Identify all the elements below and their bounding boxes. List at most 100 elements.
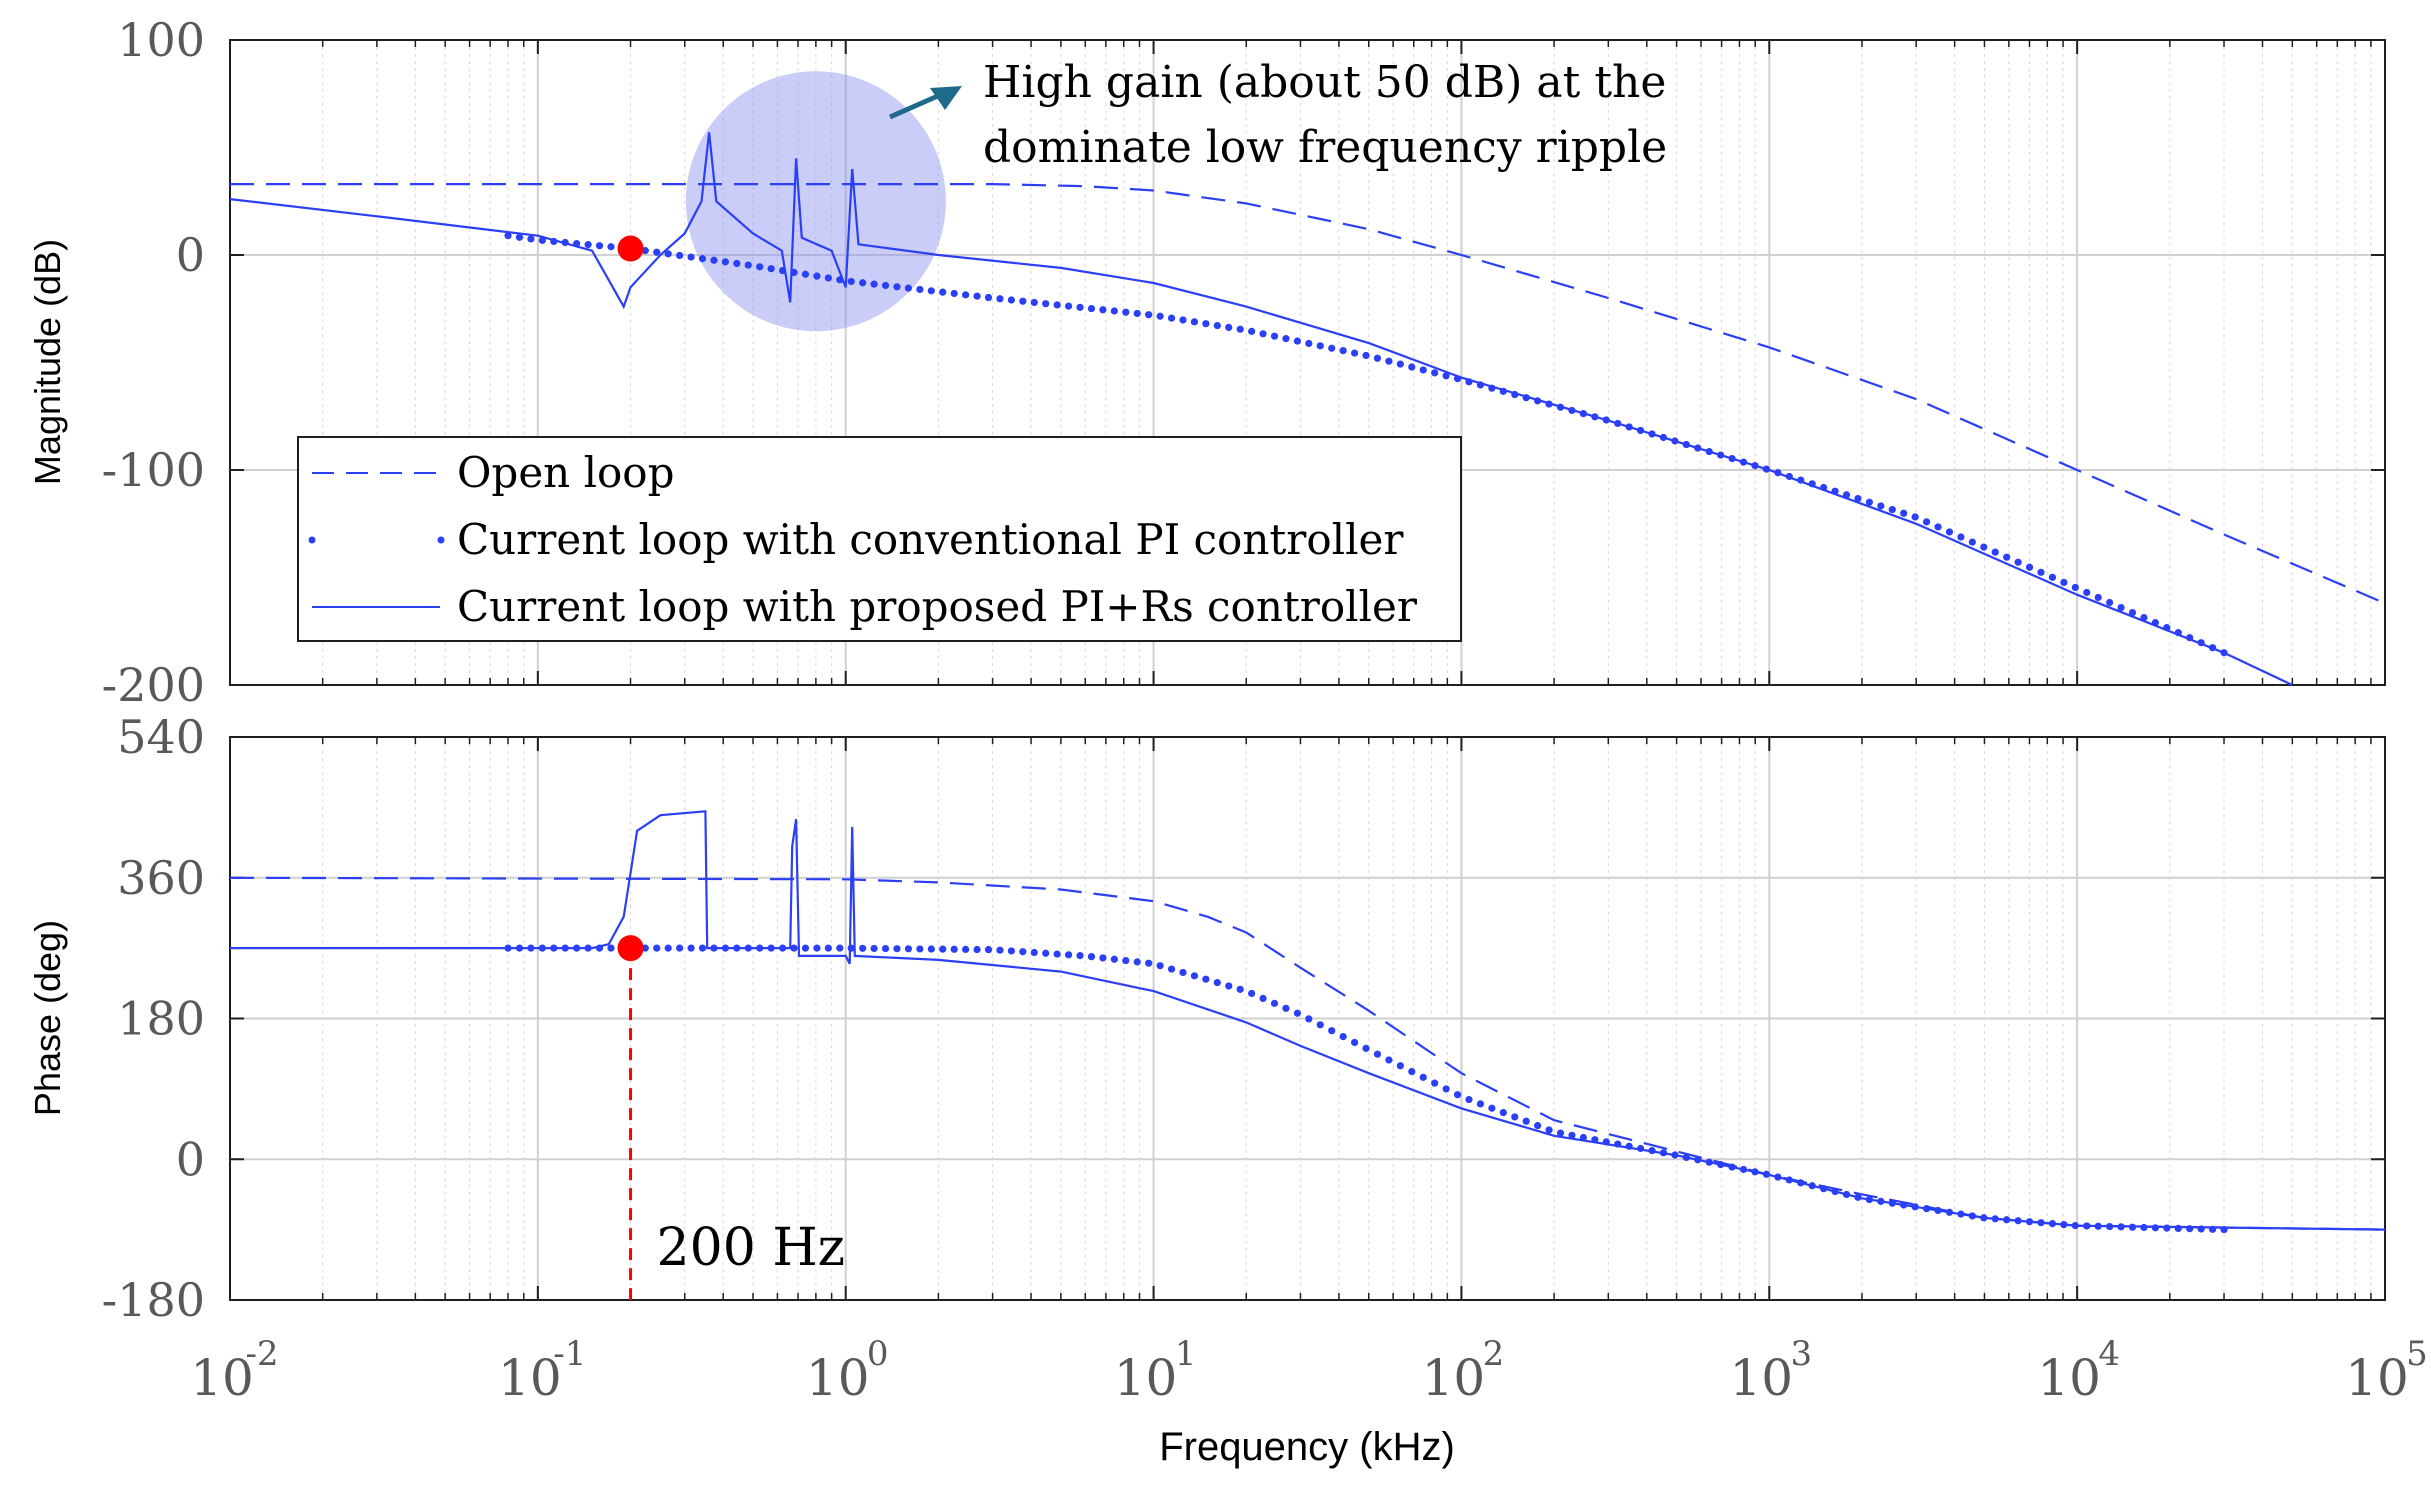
phase-x-minor-ticks [321, 737, 2372, 1300]
x-tick-labels: 10-2 10-1 100 101 102 103 104 105 [190, 1334, 2428, 1407]
mag-series-1-dot [1007, 296, 1015, 304]
ph-series-1-dot [1099, 954, 1107, 962]
mag-series-1-dot [2083, 588, 2091, 597]
mag-series-1-dot [801, 270, 810, 278]
ph-series-1-dot [1511, 1113, 1519, 1121]
mag-series-1-dot [1213, 321, 1221, 330]
phase-series [229, 810, 2386, 1234]
ph-series-1-dot [1202, 975, 1210, 983]
ph-series-1-dot [1476, 1100, 1485, 1108]
ph-series-1-dot [641, 944, 649, 952]
x-tick-label: 10 [2037, 1349, 2101, 1407]
ph-series-1-dot [1568, 1131, 1576, 1139]
ph-series-1-dot [676, 944, 684, 952]
mag-series-1-dot [950, 289, 958, 298]
ph-series-1-dot [1190, 972, 1199, 980]
ph-series-1-dot [1545, 1126, 1553, 1134]
x-tick-label: 10 [2345, 1349, 2409, 1407]
mag-series-1-dot [710, 256, 718, 264]
mag-series-1-dot [733, 259, 741, 268]
mag-series-0-line [230, 183, 2386, 605]
x-tick-exponent: -1 [553, 1334, 586, 1374]
mag-series-1-dot [1968, 538, 1976, 546]
mag-series-1-dot [687, 253, 695, 261]
mag-series-1-dot [996, 295, 1004, 303]
x-tick-exponent: 2 [1483, 1334, 1505, 1374]
ph-series-1-dot [824, 944, 832, 952]
mag-series-1-dot [2128, 608, 2137, 617]
mag-series-1-dot [1099, 306, 1107, 314]
mag-series-1-dot [847, 277, 855, 286]
ph-series-1-dot [893, 945, 901, 953]
ph-series-1-dot [1030, 948, 1038, 957]
ph-series-1-dot [1556, 1129, 1565, 1137]
mag-series-1-dot [973, 292, 981, 300]
magnitude-axis-label: Magnitude (dB) [27, 239, 68, 485]
x-tick-exponent: 4 [2098, 1334, 2120, 1374]
ph-y-tick-label: -180 [102, 1273, 205, 1327]
x-tick-label: 10 [1729, 1349, 1793, 1407]
mag-y-tick-label: 0 [176, 228, 205, 282]
x-tick-exponent: 3 [1790, 1334, 1812, 1374]
ph-series-1-dot [1396, 1062, 1404, 1070]
mag-series-1-dot [881, 281, 890, 290]
mag-series-1-dot [756, 263, 764, 271]
ph-series-1-dot [813, 944, 821, 952]
ph-series-1-dot [1156, 962, 1164, 970]
mag-series-1-dot [904, 284, 913, 292]
frequency-marker-label: 200 Hz [657, 1218, 846, 1278]
mag-series-1-dot [1350, 349, 1359, 357]
mag-series-2-line [229, 132, 2293, 686]
ph-series-1-dot [1110, 955, 1118, 963]
mag-series-1-dot [767, 265, 775, 273]
mag-series-1-dot [607, 243, 615, 251]
mag-series-1-dot [1019, 297, 1027, 305]
mag-series-1-dot [527, 235, 535, 243]
mag-series-1-dot [2025, 563, 2034, 571]
mag-series-1-dot [2071, 583, 2079, 592]
ph-series-1-dot [1453, 1091, 1462, 1099]
x-tick-exponent: 1 [1175, 1334, 1197, 1374]
ph-series-1-dot [1350, 1038, 1359, 1047]
ph-series-1-dot [984, 946, 993, 954]
ph-series-1-dot [1488, 1104, 1496, 1112]
ph-series-1-dot [1167, 965, 1176, 973]
mag-series-1-dot [1373, 354, 1382, 362]
mag-series-1-dot [2094, 593, 2102, 602]
legend-box [297, 436, 1462, 642]
ph-series-1-dot [1064, 951, 1073, 959]
ph-series-1-dot [1007, 947, 1015, 955]
ph-series-1-dot [664, 944, 672, 952]
annotation-line-2: dominate low frequency ripple [983, 122, 1667, 173]
mag-series-1-dot [870, 280, 878, 288]
mag-series-1-dot [1888, 506, 1896, 514]
mag-series-1-dot [653, 248, 661, 256]
x-tick-exponent: 0 [867, 1334, 889, 1374]
ph-series-1-dot [950, 945, 958, 953]
mag-series-1-dot [1225, 323, 1233, 332]
ph-series-1-dot [870, 944, 878, 953]
mag-series-1-dot [2106, 598, 2114, 607]
mag-series-1-dot [1202, 320, 1210, 328]
ph-series-1-dot [1042, 949, 1050, 957]
mag-y-tick-label: 100 [117, 13, 205, 67]
mag-series-1-dot [1030, 298, 1038, 307]
magnitude-x-minor-ticks [321, 40, 2372, 685]
mag-series-1-dot [1270, 332, 1279, 340]
ph-series-1-dot [653, 944, 661, 952]
annotation-arrow-head [930, 86, 962, 110]
ph-series-1-dot [996, 946, 1004, 954]
ph-series-1-dot [1465, 1095, 1473, 1104]
mag-series-1-dot [698, 255, 707, 263]
ph-series-1-dot [1305, 1015, 1313, 1023]
ph-series-1-dot [881, 944, 890, 953]
mag-series-1-dot [1396, 360, 1404, 368]
magnitude-grid [230, 40, 2385, 685]
mag-series-1-dot [1248, 327, 1256, 335]
mag-series-1-dot [1133, 309, 1141, 318]
mag-series-1-dot [1419, 366, 1427, 374]
mag-series-1-dot [1854, 494, 1862, 503]
mag-series-1-dot [1328, 344, 1336, 352]
x-tick-label: 10 [498, 1349, 562, 1407]
